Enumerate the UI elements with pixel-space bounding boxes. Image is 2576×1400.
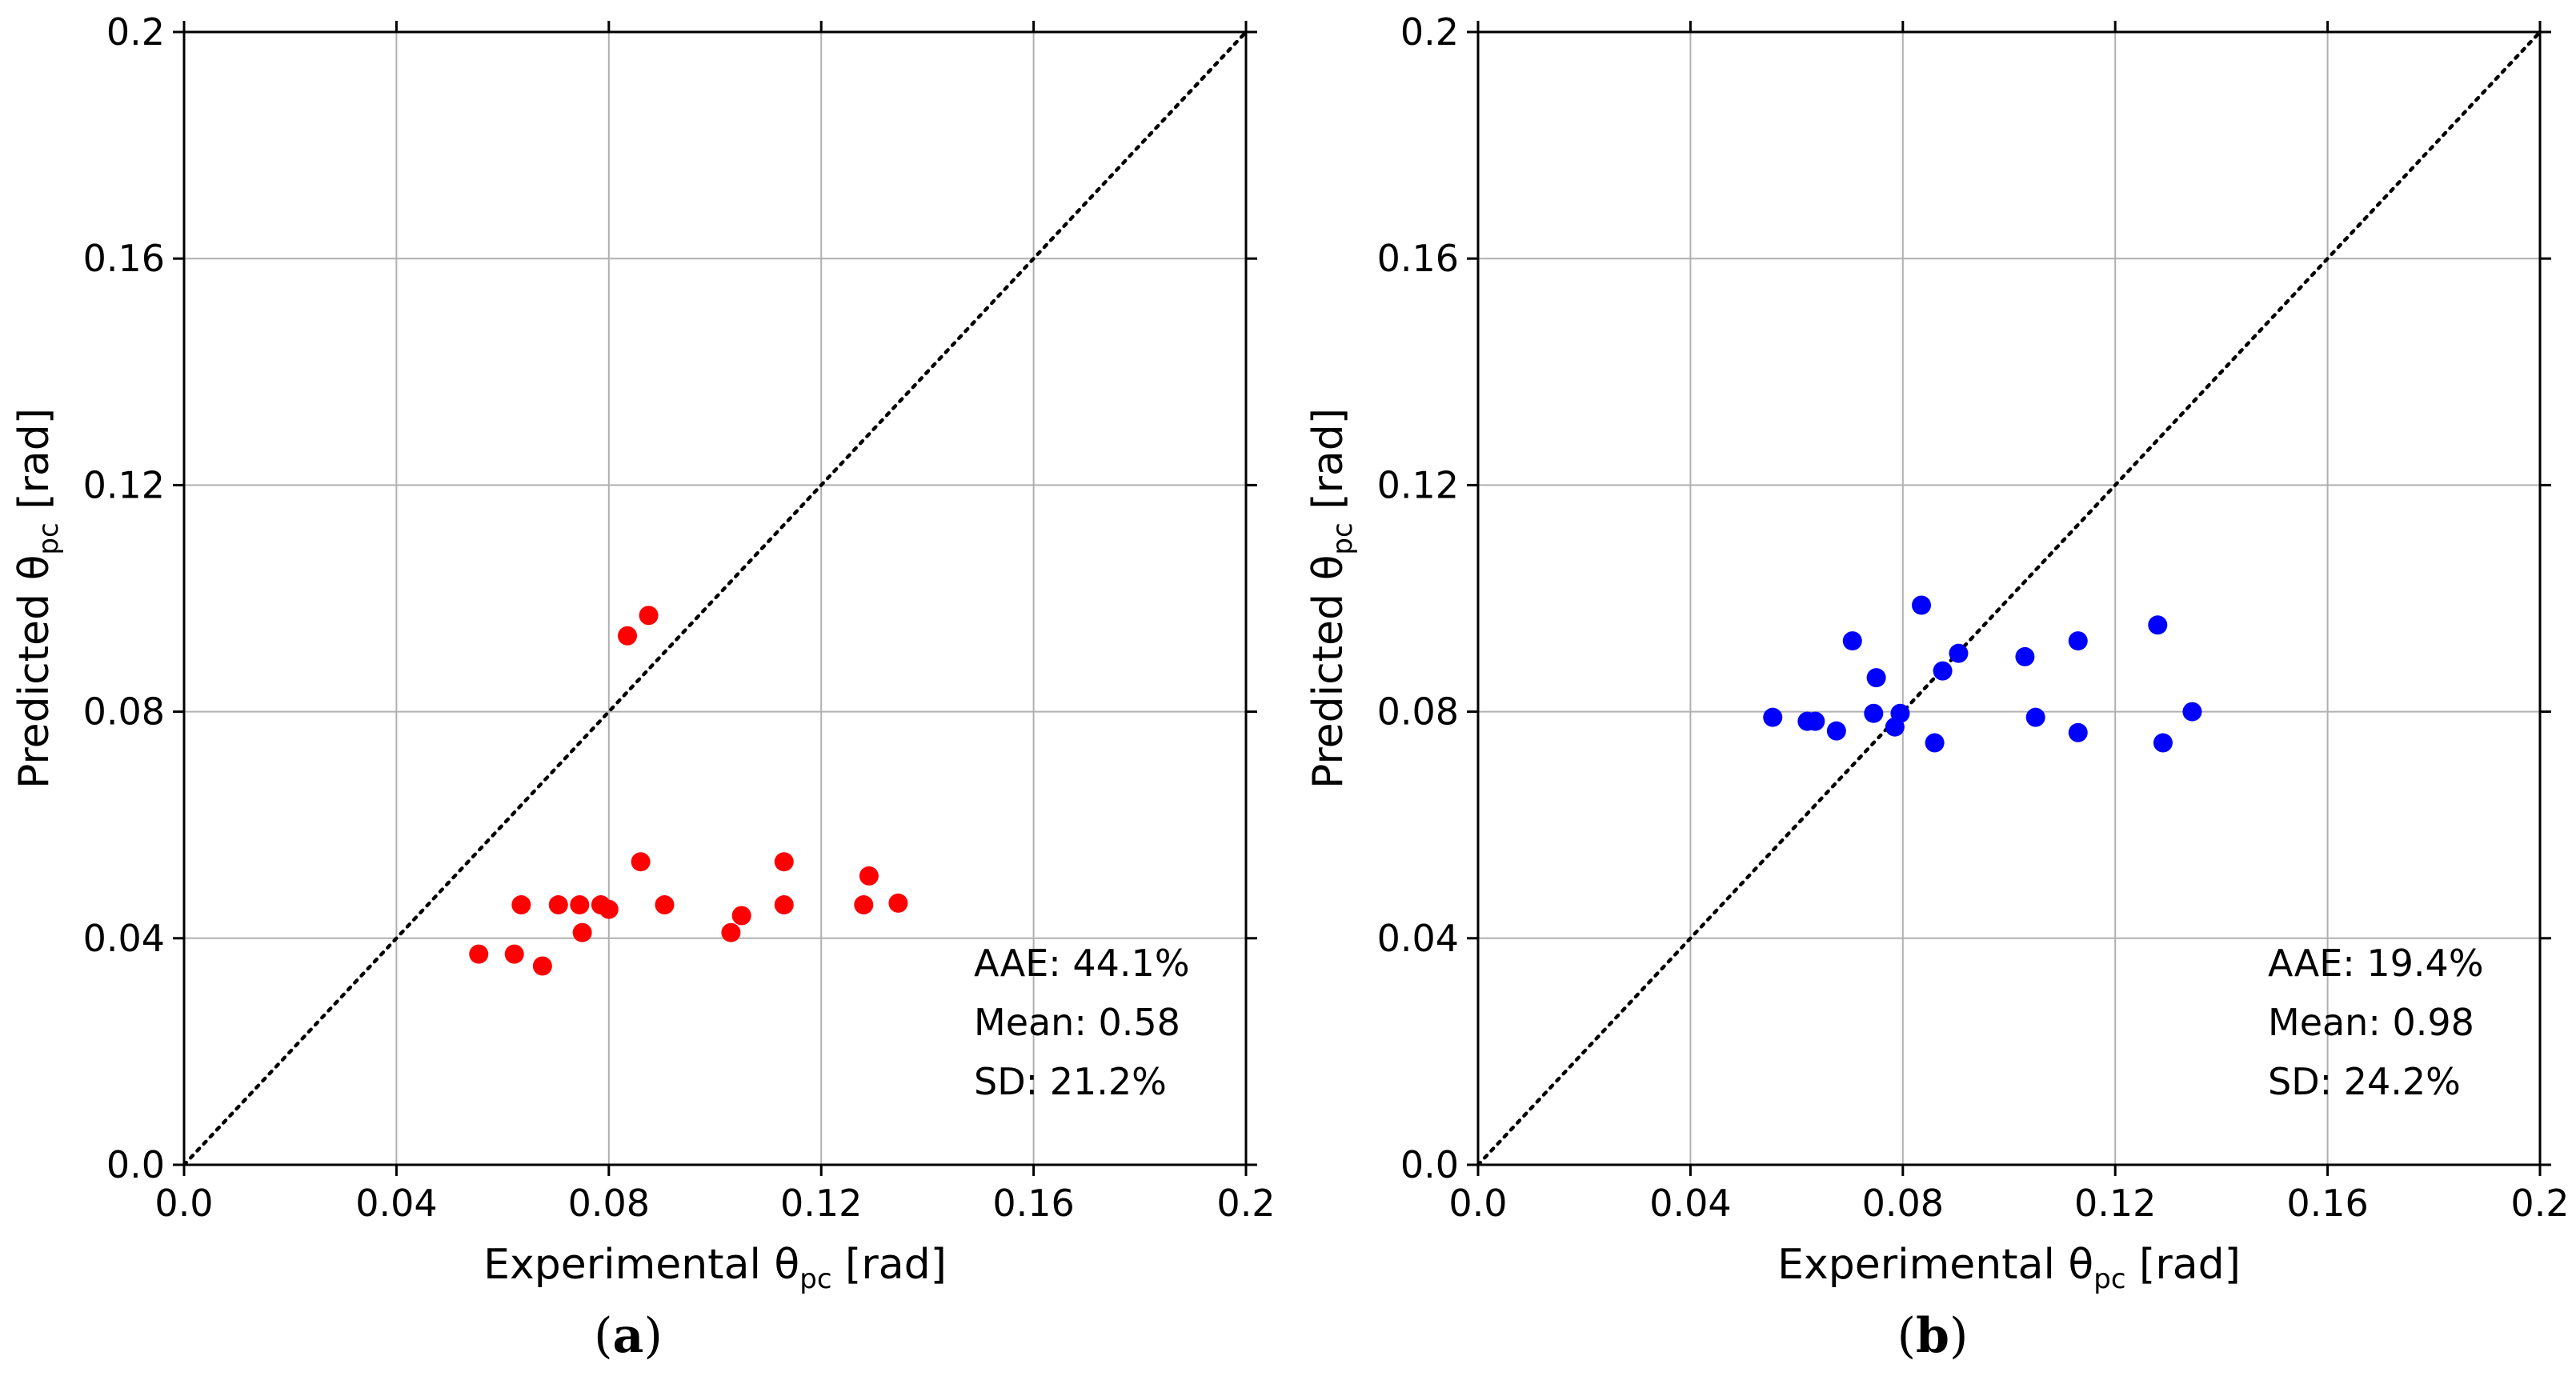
data-point	[469, 944, 489, 964]
data-point	[631, 852, 651, 872]
y-tick-label: 0.16	[83, 237, 165, 280]
y-tick-label: 0.16	[1377, 237, 1459, 280]
x-tick-label: 0.2	[2510, 1182, 2569, 1225]
data-point	[1933, 661, 1953, 681]
data-point	[1949, 643, 1969, 663]
panel-b: 0.0 0.04 0.08 0.12 0.16 0.2 0.0 0.04 0.08 0.12 0.1…	[1304, 10, 2570, 1364]
x-tick-label: 0.16	[992, 1182, 1074, 1225]
data-point	[570, 895, 590, 915]
stat-annotation: AAE: 44.1%	[974, 942, 1190, 985]
data-point	[1912, 595, 1932, 615]
data-point	[1864, 703, 1884, 723]
data-point	[774, 852, 794, 872]
data-point	[774, 895, 794, 915]
data-point	[639, 606, 659, 626]
y-tick-label: 0.2	[1400, 10, 1459, 54]
y-tick-label: 0.0	[1400, 1143, 1459, 1186]
stat-annotation: Mean: 0.98	[2268, 1001, 2474, 1044]
x-tick-label: 0.12	[2074, 1182, 2156, 1225]
data-point	[1826, 721, 1846, 741]
data-point	[2182, 702, 2202, 722]
data-point	[721, 922, 741, 942]
x-tick-label: 0.0	[154, 1182, 213, 1225]
data-point	[655, 895, 675, 915]
plot-frame	[1476, 30, 2542, 1166]
data-point	[2025, 707, 2045, 727]
data-point	[854, 895, 874, 915]
data-point	[859, 866, 879, 886]
reference-line	[1476, 30, 2542, 1167]
x-tick-label: 0.08	[568, 1182, 650, 1225]
y-axis-title: Predicted θpc [rad]	[1304, 408, 1359, 789]
x-tick-label: 0.0	[1448, 1182, 1507, 1225]
y-tick-label: 0.08	[83, 690, 165, 734]
panel-a: 0.0 0.04 0.08 0.12 0.16 0.2 0.0 0.04 0.08 0.12 0.1…	[10, 10, 1276, 1364]
x-tick-label: 0.08	[1862, 1182, 1944, 1225]
stat-annotation: Mean: 0.58	[974, 1001, 1180, 1044]
data-point	[532, 956, 552, 976]
data-point	[1805, 711, 1825, 731]
x-tick-label: 0.12	[780, 1182, 862, 1225]
reference-line	[182, 30, 1248, 1167]
x-tick-label: 0.04	[355, 1182, 437, 1225]
x-tick-label: 0.04	[1649, 1182, 1731, 1225]
y-tick-label: 0.0	[106, 1143, 165, 1186]
panel-label: (b)	[1897, 1308, 1969, 1364]
data-point	[618, 626, 638, 646]
y-axis-title: Predicted θpc [rad]	[10, 408, 65, 789]
data-point	[572, 922, 592, 942]
data-point	[1842, 631, 1862, 651]
plot-frame	[182, 30, 1248, 1166]
panel-label: (a)	[594, 1308, 663, 1364]
y-tick-label: 0.12	[1377, 463, 1459, 506]
data-point	[511, 895, 531, 915]
data-point	[2068, 631, 2088, 651]
x-axis-title: Experimental θpc [rad]	[1777, 1241, 2241, 1295]
x-tick-label: 0.2	[1216, 1182, 1275, 1225]
data-point	[1925, 733, 1945, 753]
data-point	[2015, 646, 2035, 666]
data-point	[1763, 707, 1783, 727]
stat-annotation: AAE: 19.4%	[2268, 942, 2484, 985]
stat-annotation: SD: 24.2%	[2268, 1060, 2461, 1103]
data-point	[2068, 722, 2088, 742]
y-tick-label: 0.08	[1377, 690, 1459, 734]
y-tick-label: 0.04	[83, 917, 165, 960]
data-point	[548, 895, 568, 915]
data-point	[1890, 703, 1910, 723]
data-point	[2153, 733, 2173, 753]
data-point	[888, 893, 908, 913]
stat-annotation: SD: 21.2%	[974, 1060, 1167, 1103]
x-tick-label: 0.16	[2286, 1182, 2368, 1225]
data-point	[731, 906, 751, 926]
data-point	[599, 899, 619, 919]
y-tick-label: 0.12	[83, 463, 165, 506]
y-tick-label: 0.04	[1377, 917, 1459, 960]
data-point	[1866, 668, 1886, 688]
x-axis-title: Experimental θpc [rad]	[483, 1241, 947, 1295]
y-tick-label: 0.2	[106, 10, 165, 54]
data-point	[504, 944, 524, 964]
data-point	[2148, 615, 2168, 635]
